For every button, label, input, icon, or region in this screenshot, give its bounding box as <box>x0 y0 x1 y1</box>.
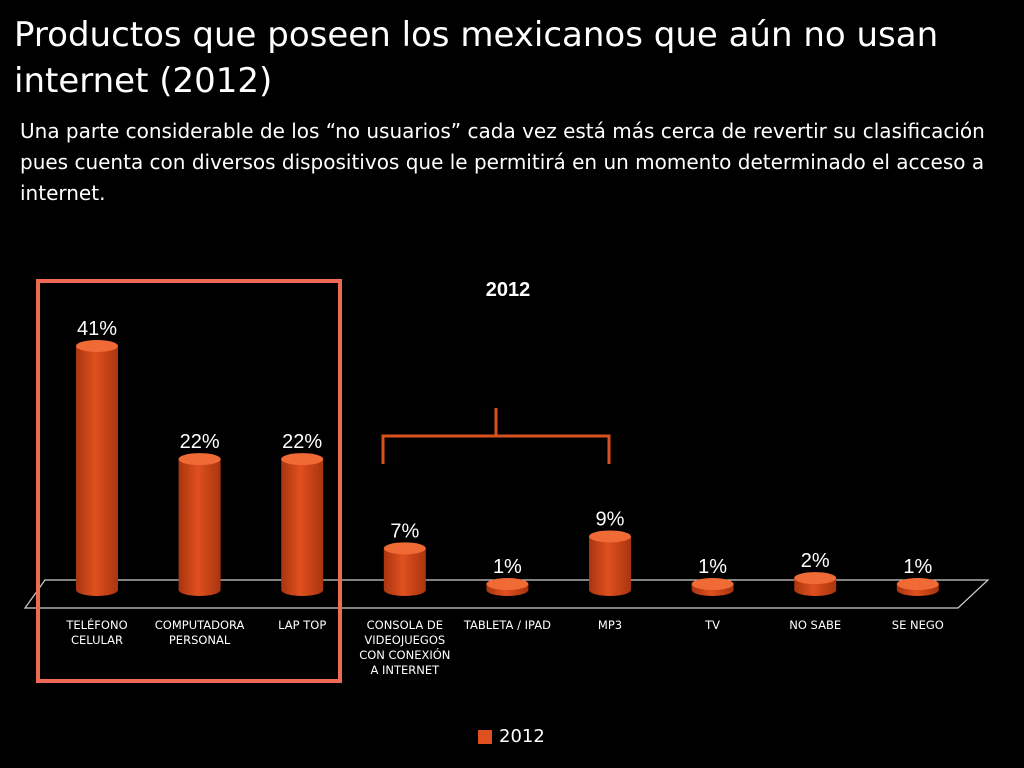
category-label-line: TV <box>705 618 721 632</box>
category-label-line: TELÉFONO <box>66 618 128 632</box>
bar-top <box>76 340 118 352</box>
bar-top <box>281 453 324 466</box>
bar-top <box>383 542 426 555</box>
category-label-line: A INTERNET <box>370 663 440 677</box>
data-label: 22% <box>180 431 220 453</box>
bar-top <box>589 530 631 543</box>
chart-legend: 2012 <box>478 726 545 747</box>
bar-top <box>691 578 734 591</box>
bar-top <box>486 578 529 591</box>
bar <box>76 346 118 596</box>
category-label-line: COMPUTADORA <box>154 618 245 632</box>
data-label: 41% <box>77 318 117 340</box>
slide-title: Productos que poseen los mexicanos que a… <box>14 15 939 101</box>
category-label: TABLETA / IPAD <box>454 618 560 633</box>
bar <box>383 548 426 596</box>
category-label-line: CON CONEXIÓN <box>359 648 451 662</box>
category-label-line: LAP TOP <box>278 618 327 632</box>
chart-title: 2012 <box>486 279 531 301</box>
category-label: CONSOLA DE VIDEOJUEGOS CON CONEXIÓN A INTER… <box>352 618 458 678</box>
data-label: 22% <box>282 431 322 453</box>
category-label: MP3 <box>557 618 663 633</box>
data-label: 1% <box>903 556 932 578</box>
slide-subtitle: Una parte considerable de los “no usuari… <box>20 119 985 205</box>
category-label-line: NO SABE <box>789 618 842 632</box>
bar <box>589 536 631 596</box>
category-label-line: VIDEOJUEGOS <box>364 633 446 647</box>
data-label: 1% <box>698 556 727 578</box>
highlight-box <box>36 279 342 683</box>
data-label: 9% <box>596 508 625 530</box>
bar-top <box>178 453 221 466</box>
category-label-line: TABLETA / IPAD <box>463 618 551 632</box>
category-label-line: SE NEGO <box>891 618 944 632</box>
category-label: NO SABE <box>762 618 868 633</box>
category-label: SE NEGO <box>865 618 971 633</box>
data-label: 7% <box>390 520 419 542</box>
category-label: TELÉFONO CELULAR <box>44 618 150 648</box>
category-label: LAP TOP <box>249 618 355 633</box>
category-label-line: MP3 <box>597 618 623 632</box>
bar-top <box>794 572 837 585</box>
category-label-line: CELULAR <box>70 633 124 647</box>
data-label: 1% <box>493 556 522 578</box>
category-label: TV <box>660 618 766 633</box>
bar <box>281 459 324 596</box>
data-label: 2% <box>801 550 830 572</box>
category-label-line: CONSOLA DE <box>366 618 443 632</box>
group-bracket <box>381 408 611 464</box>
bar-top <box>896 578 939 591</box>
category-label-line: PERSONAL <box>168 633 231 647</box>
legend-label: 2012 <box>499 726 545 747</box>
legend-swatch <box>478 729 492 744</box>
bar <box>178 459 221 596</box>
category-label: COMPUTADORA PERSONAL <box>147 618 253 648</box>
bars-group: 41% 22% 22% 7% 1% 9% 1% 2% 1% <box>76 318 939 596</box>
